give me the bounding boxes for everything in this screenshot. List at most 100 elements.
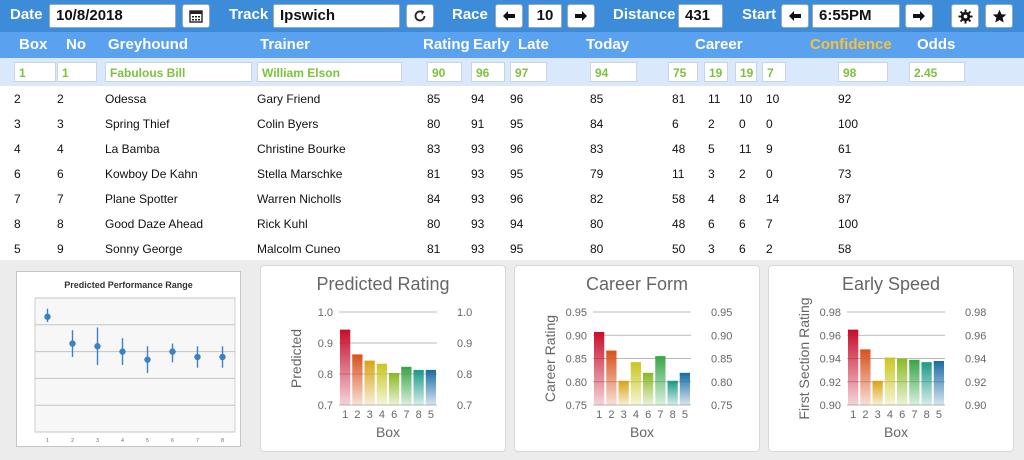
arrow-left-icon bbox=[503, 11, 515, 21]
bar bbox=[364, 361, 375, 405]
y-tick-label: 0.94 bbox=[820, 354, 841, 366]
cell-today: 80 bbox=[590, 217, 604, 231]
table-row[interactable]: 6 6 Kowboy De Kahn Stella Marschke 81 93 95 79 1… bbox=[0, 161, 1024, 186]
cell-c1: 11 bbox=[672, 167, 685, 181]
cell-c3: 8 bbox=[739, 192, 746, 206]
cell-greyhound: Sonny George bbox=[105, 242, 183, 256]
cell-c4: 0 bbox=[766, 117, 773, 131]
cell-trainer: Gary Friend bbox=[257, 92, 321, 106]
range-point bbox=[94, 343, 101, 350]
table-row[interactable]: 3 3 Spring Thief Colin Byers 80 91 95 84 6 2 0 0 100 bbox=[0, 111, 1024, 136]
cell-today: 94 bbox=[590, 62, 637, 82]
bar bbox=[401, 367, 412, 405]
cell-no: 1 bbox=[57, 62, 97, 82]
cell-greyhound: Spring Thief bbox=[105, 117, 170, 131]
col-trainer[interactable]: Trainer bbox=[260, 36, 311, 53]
range-point bbox=[44, 313, 51, 320]
y2-tick-label: 0.90 bbox=[965, 400, 986, 412]
cell-no: 8 bbox=[57, 217, 64, 231]
distance-input[interactable]: 431 bbox=[678, 4, 723, 28]
cell-late: 95 bbox=[510, 117, 524, 131]
x-tick-label: 4 bbox=[379, 409, 385, 421]
cell-box: 7 bbox=[14, 192, 21, 206]
table-row[interactable]: 5 9 Sonny George Malcolm Cuneo 81 93 95 80 50 3 6 2… bbox=[0, 236, 1024, 261]
cell-greyhound: La Bamba bbox=[105, 142, 160, 156]
track-input[interactable]: Ipswich bbox=[273, 4, 400, 28]
col-rating[interactable]: Rating bbox=[423, 36, 470, 53]
bar bbox=[667, 381, 678, 405]
race-next-button[interactable] bbox=[567, 4, 595, 28]
cell-c1: 50 bbox=[672, 242, 686, 256]
x-axis-label: Box bbox=[884, 424, 908, 440]
cell-c3: 0 bbox=[739, 117, 746, 131]
cell-greyhound: Odessa bbox=[105, 92, 147, 106]
refresh-icon bbox=[414, 10, 426, 22]
date-input[interactable]: 10/8/2018 bbox=[49, 4, 176, 28]
bar bbox=[848, 330, 859, 405]
y2-tick-label: 0.80 bbox=[711, 377, 732, 389]
table-row-selected[interactable]: 1 1 Fabulous Bill William Elson 90 96 97 94 75 19… bbox=[0, 58, 1024, 86]
col-greyhound[interactable]: Greyhound bbox=[108, 36, 189, 53]
calendar-button[interactable] bbox=[182, 4, 210, 28]
col-late[interactable]: Late bbox=[518, 36, 549, 53]
refresh-button[interactable] bbox=[406, 4, 434, 28]
x-axis-label: Box bbox=[630, 424, 654, 440]
x-tick-label: 1 bbox=[342, 409, 348, 421]
y2-tick-label: 0.7 bbox=[457, 400, 472, 412]
x-tick-label: 2 bbox=[71, 438, 74, 444]
x-tick-label: 4 bbox=[633, 409, 639, 421]
bar bbox=[630, 363, 641, 405]
x-tick-label: 1 bbox=[850, 409, 856, 421]
cell-rating: 90 bbox=[427, 62, 462, 82]
cell-box: 6 bbox=[14, 167, 21, 181]
start-time-input[interactable]: 6:55PM bbox=[812, 4, 900, 28]
cell-rating: 85 bbox=[427, 92, 441, 106]
bar bbox=[425, 370, 436, 405]
col-box[interactable]: Box bbox=[19, 36, 48, 53]
predicted-rating-panel: Predicted Rating 0.7 0.7 0.8 0.8 0.9 0.9 1.0 1.… bbox=[260, 265, 506, 452]
x-tick-label: 5 bbox=[936, 409, 942, 421]
y2-tick-label: 0.96 bbox=[965, 330, 986, 342]
toolbar: Date 10/8/2018 Track Ipswich Race 10 Dis… bbox=[0, 0, 1024, 32]
performance-range-chart: Predicted Performance Range 1 2 3 4 5 6 7 8 bbox=[16, 271, 241, 447]
cell-early: 93 bbox=[471, 217, 485, 231]
race-prev-button[interactable] bbox=[495, 4, 523, 28]
col-confidence[interactable]: Confidence bbox=[810, 36, 892, 53]
y-tick-label: 0.98 bbox=[820, 307, 841, 319]
cell-early: 93 bbox=[471, 142, 485, 156]
bar bbox=[655, 357, 666, 405]
start-prev-button[interactable] bbox=[781, 4, 809, 28]
cell-early: 93 bbox=[471, 242, 485, 256]
cell-rating: 80 bbox=[427, 117, 441, 131]
table-row[interactable]: 8 8 Good Daze Ahead Rick Kuhl 80 93 94 80 48 6 6 7 1… bbox=[0, 211, 1024, 236]
col-odds[interactable]: Odds bbox=[917, 36, 956, 53]
cell-rating: 83 bbox=[427, 142, 441, 156]
table-row[interactable]: 4 4 La Bamba Christine Bourke 83 93 96 83 48 5 11 9… bbox=[0, 136, 1024, 161]
cell-no: 7 bbox=[57, 192, 64, 206]
col-career[interactable]: Career bbox=[695, 36, 743, 53]
cell-c4: 9 bbox=[766, 142, 773, 156]
cell-trainer: Warren Nicholls bbox=[257, 192, 342, 206]
settings-button[interactable] bbox=[951, 4, 979, 28]
predicted-rating-title: Predicted Rating bbox=[316, 274, 450, 294]
x-tick-label: 8 bbox=[416, 409, 422, 421]
col-no[interactable]: No bbox=[66, 36, 86, 53]
table-row[interactable]: 2 2 Odessa Gary Friend 85 94 96 85 81 11 10 10 92 bbox=[0, 86, 1024, 111]
bar bbox=[606, 351, 617, 405]
cell-c3: 6 bbox=[739, 217, 746, 231]
start-next-button[interactable] bbox=[905, 4, 933, 28]
col-early[interactable]: Early bbox=[473, 36, 510, 53]
date-label: Date bbox=[10, 6, 43, 23]
arrow-left-icon bbox=[789, 11, 801, 21]
favorite-button[interactable] bbox=[985, 4, 1013, 28]
cell-c3: 11 bbox=[739, 142, 752, 156]
cell-late: 94 bbox=[510, 217, 524, 231]
cell-c2: 19 bbox=[704, 62, 728, 82]
table-row[interactable]: 7 7 Plane Spotter Warren Nicholls 84 93 96 82 58… bbox=[0, 186, 1024, 211]
x-tick-label: 1 bbox=[46, 438, 49, 444]
col-today[interactable]: Today bbox=[586, 36, 630, 53]
cell-no: 9 bbox=[57, 242, 64, 256]
y-tick-label: 0.7 bbox=[318, 400, 333, 412]
race-input[interactable]: 10 bbox=[528, 4, 562, 28]
bar bbox=[413, 370, 424, 405]
